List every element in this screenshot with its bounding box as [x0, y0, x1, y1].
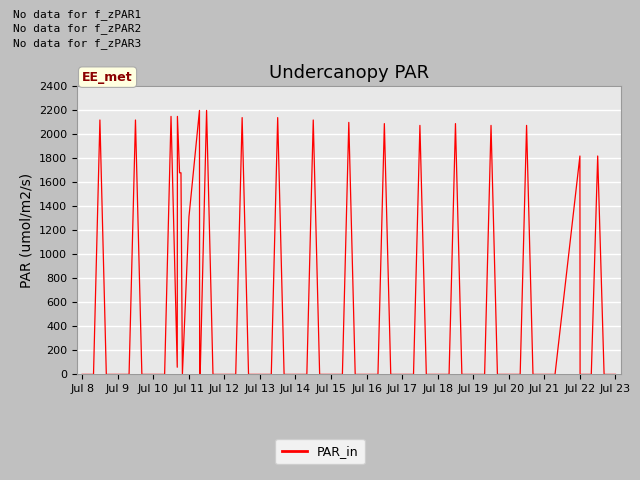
Legend: PAR_in: PAR_in	[275, 439, 365, 464]
Text: No data for f_zPAR1: No data for f_zPAR1	[13, 9, 141, 20]
Text: No data for f_zPAR2: No data for f_zPAR2	[13, 23, 141, 34]
Title: Undercanopy PAR: Undercanopy PAR	[269, 64, 429, 82]
Text: No data for f_zPAR3: No data for f_zPAR3	[13, 37, 141, 48]
Text: EE_met: EE_met	[82, 71, 133, 84]
Y-axis label: PAR (umol/m2/s): PAR (umol/m2/s)	[19, 173, 33, 288]
